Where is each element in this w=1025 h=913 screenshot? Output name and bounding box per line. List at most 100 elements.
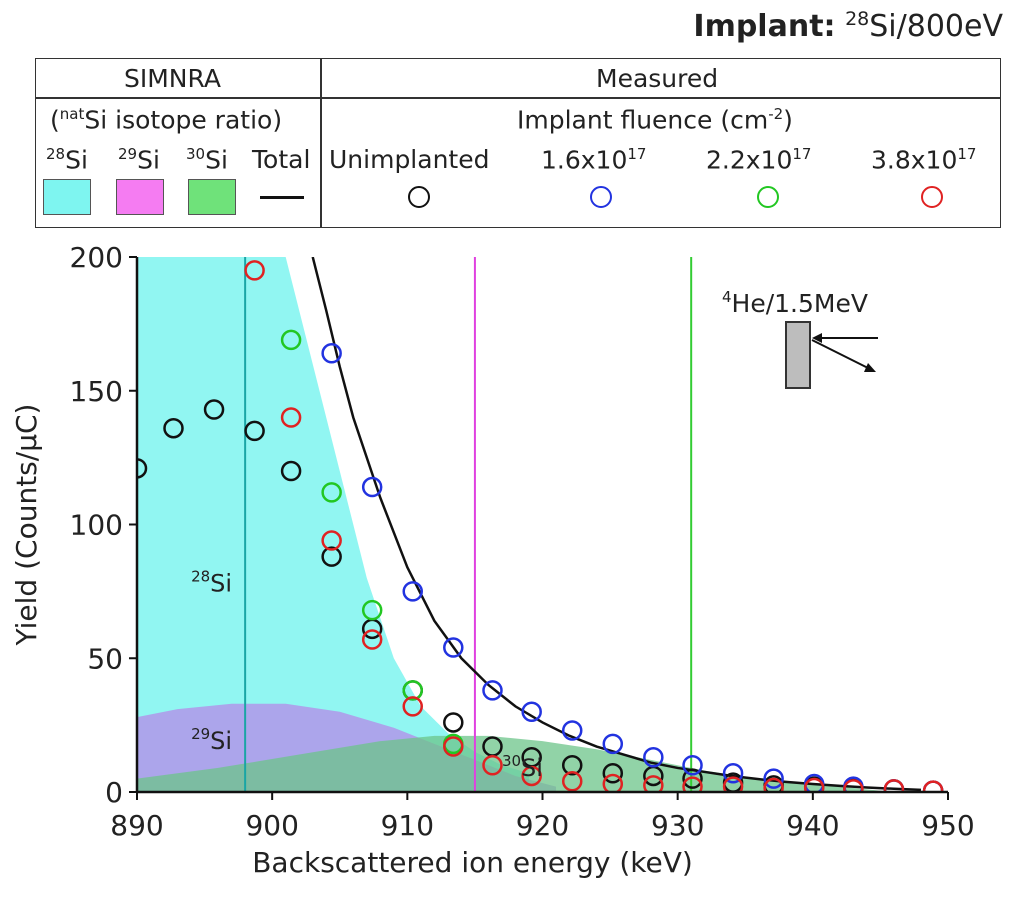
y-tick-label-3: 150 xyxy=(70,375,123,408)
inset-beam-text: He/1.5MeV xyxy=(732,289,868,318)
x-axis-label: Backscattered ion energy (keV) xyxy=(252,846,693,879)
point-series1-7 xyxy=(602,733,624,755)
area-label-sup-1: 29 xyxy=(191,725,210,743)
x-tick-label-0: 890 xyxy=(110,809,163,842)
area-28Si xyxy=(137,257,529,792)
inset-scattered-arrowhead xyxy=(864,363,876,372)
legend-29si-text: Si xyxy=(137,145,160,175)
area-label-text-2: Si xyxy=(521,754,543,782)
point-series1-1 xyxy=(361,476,383,498)
point-series0-8 xyxy=(443,712,464,733)
point-series1-6 xyxy=(561,720,583,741)
x-tick-label-6: 950 xyxy=(921,809,974,842)
measured-header: Measured xyxy=(596,64,719,93)
total-curve xyxy=(311,257,922,792)
inset-scattered-beam xyxy=(811,339,869,369)
inset-beam-label: 4He/1.5MeV xyxy=(722,288,868,318)
inset-target-block xyxy=(785,321,811,389)
point-series3-6 xyxy=(482,755,503,776)
plot-area xyxy=(137,257,944,792)
area-label-text-0: Si xyxy=(210,569,232,597)
legend-fluence2-marker xyxy=(757,186,779,208)
area-label-2: 30Si xyxy=(502,752,543,782)
point-series2-2 xyxy=(361,599,383,621)
point-series0-1 xyxy=(163,417,184,439)
point-series1-4 xyxy=(482,680,503,701)
fluence-text: Implant fluence (cm xyxy=(517,105,769,135)
area-label-sup-0: 28 xyxy=(191,567,210,585)
legend-29si-sup: 29 xyxy=(118,145,138,163)
legend-unimplanted-marker xyxy=(408,186,430,208)
inset-beam-sup: 4 xyxy=(722,288,732,306)
x-tick-label-1: 900 xyxy=(245,809,298,842)
point-series1-9 xyxy=(682,755,703,776)
point-series3-0 xyxy=(244,260,265,281)
legend-30si-swatch xyxy=(188,179,236,215)
legend-box: SIMNRA Measured (natSi isotope ratio) Im… xyxy=(35,58,1001,228)
x-tick-label-4: 930 xyxy=(651,809,704,842)
point-series2-3 xyxy=(402,680,423,701)
legend-30si-text: Si xyxy=(205,145,228,175)
implant-value: Si/800eV xyxy=(869,9,1003,44)
legend-total-line xyxy=(260,196,304,199)
point-series3-9 xyxy=(602,773,624,792)
legend-29si-swatch xyxy=(116,179,164,215)
legend-28si-text: Si xyxy=(65,145,88,175)
point-series3-5 xyxy=(443,736,464,757)
simnra-header: SIMNRA xyxy=(124,64,221,93)
legend-unimplanted-label: Unimplanted xyxy=(329,145,490,174)
point-series1-2 xyxy=(402,581,423,602)
simnra-subheader: (natSi isotope ratio) xyxy=(50,105,282,134)
point-series1-5 xyxy=(521,701,542,722)
point-series0-12 xyxy=(602,763,624,784)
point-series0-11 xyxy=(561,755,583,776)
point-series1-0 xyxy=(321,343,342,364)
legend-fluence2-label: 2.2x1017 xyxy=(706,145,811,174)
x-tick-label-3: 920 xyxy=(516,809,569,842)
point-series3-17 xyxy=(922,780,944,792)
point-series3-16 xyxy=(883,779,905,792)
y-tick-label-4: 200 xyxy=(70,241,123,274)
fluence1-exp: 17 xyxy=(627,145,647,163)
point-series3-12 xyxy=(722,776,744,792)
simnra-sub-paren: ( xyxy=(50,105,60,135)
implant-isotope-sup: 28 xyxy=(845,8,870,30)
point-series2-0 xyxy=(280,329,302,351)
legend-divider-horizontal xyxy=(36,97,1000,99)
point-series3-4 xyxy=(402,696,423,717)
y-tick-label-2: 100 xyxy=(70,509,123,542)
legend-item-total-label: Total xyxy=(252,145,311,174)
inset-incident-arrowhead xyxy=(812,333,822,343)
point-series3-10 xyxy=(643,775,664,792)
area-30Si xyxy=(137,735,894,792)
implant-title: Implant: 28Si/800eV xyxy=(693,8,1003,44)
fluence2-base: 2.2x10 xyxy=(706,145,793,175)
point-series1-8 xyxy=(643,746,664,768)
area-label-0: 28Si xyxy=(191,567,232,597)
area-label-1: 29Si xyxy=(191,725,232,755)
point-series2-1 xyxy=(321,482,342,503)
point-series3-7 xyxy=(521,765,542,787)
legend-item-30si-label: 30Si xyxy=(186,145,228,174)
point-series1-10 xyxy=(722,763,744,784)
legend-30si-sup: 30 xyxy=(186,145,206,163)
point-series3-13 xyxy=(763,777,784,792)
point-series0-5 xyxy=(321,546,342,567)
point-series1-11 xyxy=(763,768,784,789)
legend-fluence1-label: 1.6x1017 xyxy=(541,145,646,174)
area-label-text-1: Si xyxy=(210,727,232,755)
legend-fluence1-marker xyxy=(590,186,612,208)
implant-label: Implant: xyxy=(693,9,836,44)
x-tick-label-2: 910 xyxy=(381,809,434,842)
point-series0-3 xyxy=(244,420,265,442)
y-axis-label: Yield (Counts/μC) xyxy=(10,404,43,647)
y-tick-label-0: 0 xyxy=(105,776,123,809)
simnra-sub-sup: nat xyxy=(59,105,85,123)
simnra-sub-text: Si isotope ratio) xyxy=(84,105,283,135)
point-series3-2 xyxy=(321,530,342,551)
point-series3-8 xyxy=(561,771,583,792)
point-series3-3 xyxy=(361,629,383,650)
fluence3-base: 3.8x10 xyxy=(871,145,958,175)
legend-fluence3-label: 3.8x1017 xyxy=(871,145,976,174)
